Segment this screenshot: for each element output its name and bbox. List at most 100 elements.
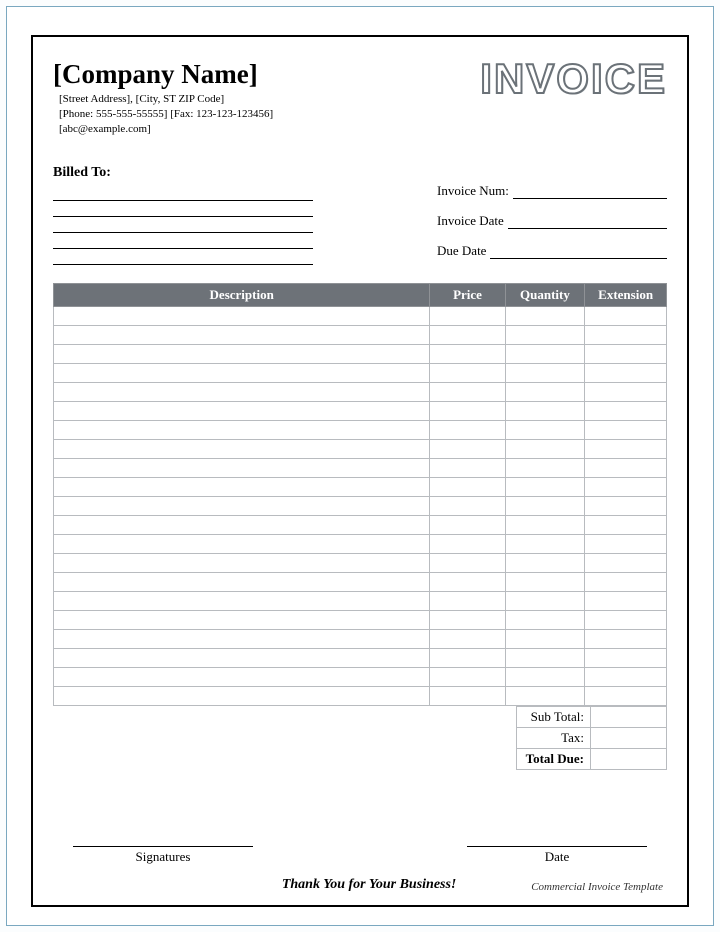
- table-row[interactable]: [54, 686, 667, 705]
- table-cell[interactable]: [505, 629, 585, 648]
- table-cell[interactable]: [585, 458, 667, 477]
- table-cell[interactable]: [430, 363, 505, 382]
- table-cell[interactable]: [585, 648, 667, 667]
- table-cell[interactable]: [430, 401, 505, 420]
- table-cell[interactable]: [505, 420, 585, 439]
- table-row[interactable]: [54, 306, 667, 325]
- table-cell[interactable]: [430, 648, 505, 667]
- table-cell[interactable]: [585, 363, 667, 382]
- table-cell[interactable]: [54, 572, 430, 591]
- table-cell[interactable]: [585, 591, 667, 610]
- table-cell[interactable]: [54, 382, 430, 401]
- table-cell[interactable]: [505, 667, 585, 686]
- table-cell[interactable]: [430, 496, 505, 515]
- table-cell[interactable]: [54, 496, 430, 515]
- signature-line[interactable]: [73, 831, 253, 847]
- invoice-date-field[interactable]: [508, 215, 667, 229]
- table-cell[interactable]: [585, 477, 667, 496]
- table-row[interactable]: [54, 572, 667, 591]
- table-cell[interactable]: [585, 629, 667, 648]
- table-cell[interactable]: [430, 477, 505, 496]
- table-cell[interactable]: [54, 591, 430, 610]
- table-cell[interactable]: [54, 515, 430, 534]
- table-row[interactable]: [54, 648, 667, 667]
- table-cell[interactable]: [505, 648, 585, 667]
- table-row[interactable]: [54, 591, 667, 610]
- table-cell[interactable]: [430, 572, 505, 591]
- billed-line[interactable]: [53, 235, 313, 249]
- table-cell[interactable]: [505, 534, 585, 553]
- table-cell[interactable]: [54, 306, 430, 325]
- table-cell[interactable]: [430, 667, 505, 686]
- tax-value[interactable]: [591, 727, 667, 748]
- table-row[interactable]: [54, 667, 667, 686]
- table-row[interactable]: [54, 458, 667, 477]
- table-cell[interactable]: [505, 686, 585, 705]
- table-cell[interactable]: [585, 686, 667, 705]
- table-cell[interactable]: [430, 629, 505, 648]
- table-row[interactable]: [54, 420, 667, 439]
- billed-line[interactable]: [53, 187, 313, 201]
- table-cell[interactable]: [430, 344, 505, 363]
- table-cell[interactable]: [430, 515, 505, 534]
- billed-line[interactable]: [53, 251, 313, 265]
- table-cell[interactable]: [505, 458, 585, 477]
- table-cell[interactable]: [54, 610, 430, 629]
- table-cell[interactable]: [54, 648, 430, 667]
- table-cell[interactable]: [505, 591, 585, 610]
- table-row[interactable]: [54, 553, 667, 572]
- table-cell[interactable]: [430, 420, 505, 439]
- table-cell[interactable]: [430, 534, 505, 553]
- table-cell[interactable]: [505, 477, 585, 496]
- table-cell[interactable]: [430, 610, 505, 629]
- table-cell[interactable]: [430, 553, 505, 572]
- date-line[interactable]: [467, 831, 647, 847]
- table-cell[interactable]: [54, 477, 430, 496]
- total-due-value[interactable]: [591, 748, 667, 769]
- table-cell[interactable]: [430, 458, 505, 477]
- table-cell[interactable]: [505, 306, 585, 325]
- table-cell[interactable]: [585, 534, 667, 553]
- table-row[interactable]: [54, 382, 667, 401]
- table-cell[interactable]: [54, 401, 430, 420]
- due-date-field[interactable]: [490, 245, 667, 259]
- table-cell[interactable]: [54, 553, 430, 572]
- table-cell[interactable]: [585, 420, 667, 439]
- table-cell[interactable]: [505, 439, 585, 458]
- table-row[interactable]: [54, 477, 667, 496]
- table-cell[interactable]: [505, 610, 585, 629]
- table-cell[interactable]: [585, 325, 667, 344]
- table-row[interactable]: [54, 344, 667, 363]
- table-cell[interactable]: [54, 325, 430, 344]
- table-cell[interactable]: [54, 629, 430, 648]
- table-row[interactable]: [54, 610, 667, 629]
- table-row[interactable]: [54, 629, 667, 648]
- table-cell[interactable]: [505, 515, 585, 534]
- table-cell[interactable]: [505, 553, 585, 572]
- table-cell[interactable]: [54, 344, 430, 363]
- table-cell[interactable]: [585, 496, 667, 515]
- table-cell[interactable]: [430, 439, 505, 458]
- table-cell[interactable]: [54, 458, 430, 477]
- table-cell[interactable]: [585, 610, 667, 629]
- table-cell[interactable]: [54, 686, 430, 705]
- table-row[interactable]: [54, 534, 667, 553]
- table-cell[interactable]: [505, 572, 585, 591]
- table-row[interactable]: [54, 439, 667, 458]
- table-row[interactable]: [54, 515, 667, 534]
- table-cell[interactable]: [430, 306, 505, 325]
- table-cell[interactable]: [585, 515, 667, 534]
- table-row[interactable]: [54, 496, 667, 515]
- table-cell[interactable]: [54, 439, 430, 458]
- table-cell[interactable]: [585, 439, 667, 458]
- table-cell[interactable]: [505, 363, 585, 382]
- billed-line[interactable]: [53, 219, 313, 233]
- table-cell[interactable]: [505, 344, 585, 363]
- table-row[interactable]: [54, 325, 667, 344]
- table-cell[interactable]: [430, 382, 505, 401]
- table-cell[interactable]: [585, 344, 667, 363]
- table-cell[interactable]: [54, 667, 430, 686]
- table-cell[interactable]: [430, 591, 505, 610]
- table-cell[interactable]: [505, 496, 585, 515]
- table-cell[interactable]: [585, 553, 667, 572]
